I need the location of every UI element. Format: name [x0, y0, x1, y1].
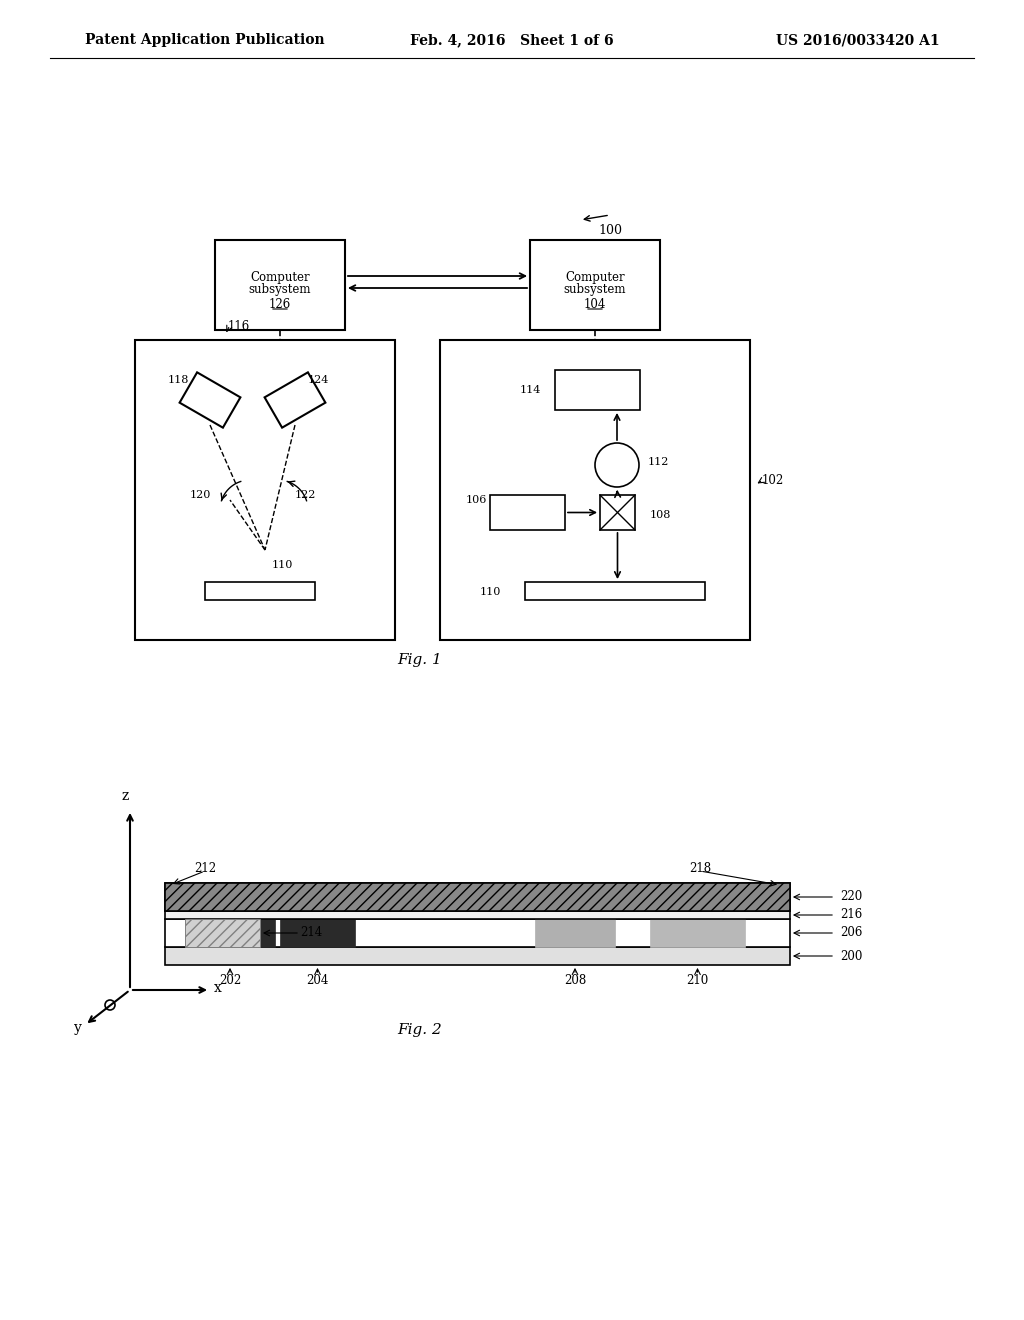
Bar — [600, 495, 635, 531]
Text: 102: 102 — [762, 474, 784, 487]
Bar — [165, 883, 790, 911]
Bar — [490, 495, 565, 531]
Text: x: x — [214, 981, 222, 995]
Text: 204: 204 — [306, 974, 329, 986]
Bar — [264, 372, 326, 428]
Text: 112: 112 — [648, 457, 670, 467]
Text: Computer: Computer — [250, 271, 310, 284]
Bar — [185, 919, 275, 946]
Bar — [535, 919, 615, 946]
Text: 110: 110 — [271, 560, 293, 570]
Bar — [185, 919, 260, 946]
Bar — [555, 370, 640, 411]
Text: 122: 122 — [294, 490, 315, 500]
Text: 200: 200 — [840, 949, 862, 962]
Bar — [135, 341, 395, 640]
Bar — [525, 582, 705, 601]
Text: Feb. 4, 2016   Sheet 1 of 6: Feb. 4, 2016 Sheet 1 of 6 — [411, 33, 613, 48]
Bar — [650, 919, 745, 946]
Bar — [165, 946, 790, 965]
Text: 206: 206 — [840, 927, 862, 940]
Text: 110: 110 — [479, 587, 501, 597]
Text: US 2016/0033420 A1: US 2016/0033420 A1 — [776, 33, 940, 48]
Text: Fig. 2: Fig. 2 — [397, 1023, 442, 1038]
Text: Fig. 1: Fig. 1 — [397, 653, 442, 667]
Text: 126: 126 — [269, 297, 291, 310]
Text: 214: 214 — [300, 927, 323, 940]
Bar — [280, 919, 355, 946]
Text: 100: 100 — [598, 223, 622, 236]
Text: 114: 114 — [519, 385, 541, 395]
Text: 116: 116 — [228, 321, 250, 334]
Text: 202: 202 — [219, 974, 241, 986]
Text: 108: 108 — [650, 510, 672, 520]
Text: 220: 220 — [840, 891, 862, 903]
Bar — [165, 919, 790, 946]
Text: 210: 210 — [686, 974, 709, 986]
Text: subsystem: subsystem — [564, 284, 627, 297]
Text: 218: 218 — [689, 862, 711, 874]
Bar — [179, 372, 241, 428]
Text: 216: 216 — [840, 908, 862, 921]
Text: 120: 120 — [189, 490, 211, 500]
Text: 118: 118 — [167, 375, 188, 385]
Bar — [165, 883, 790, 911]
Text: z: z — [122, 789, 129, 803]
Bar — [440, 341, 750, 640]
Text: 124: 124 — [307, 375, 329, 385]
Text: y: y — [74, 1020, 82, 1035]
Text: 104: 104 — [584, 297, 606, 310]
Bar — [165, 911, 790, 919]
Text: Computer: Computer — [565, 271, 625, 284]
Bar — [205, 582, 315, 601]
Text: Patent Application Publication: Patent Application Publication — [85, 33, 325, 48]
Bar — [215, 240, 345, 330]
Text: 208: 208 — [564, 974, 586, 986]
Text: 212: 212 — [194, 862, 216, 874]
Text: subsystem: subsystem — [249, 284, 311, 297]
Bar — [530, 240, 660, 330]
Text: 106: 106 — [466, 495, 487, 506]
